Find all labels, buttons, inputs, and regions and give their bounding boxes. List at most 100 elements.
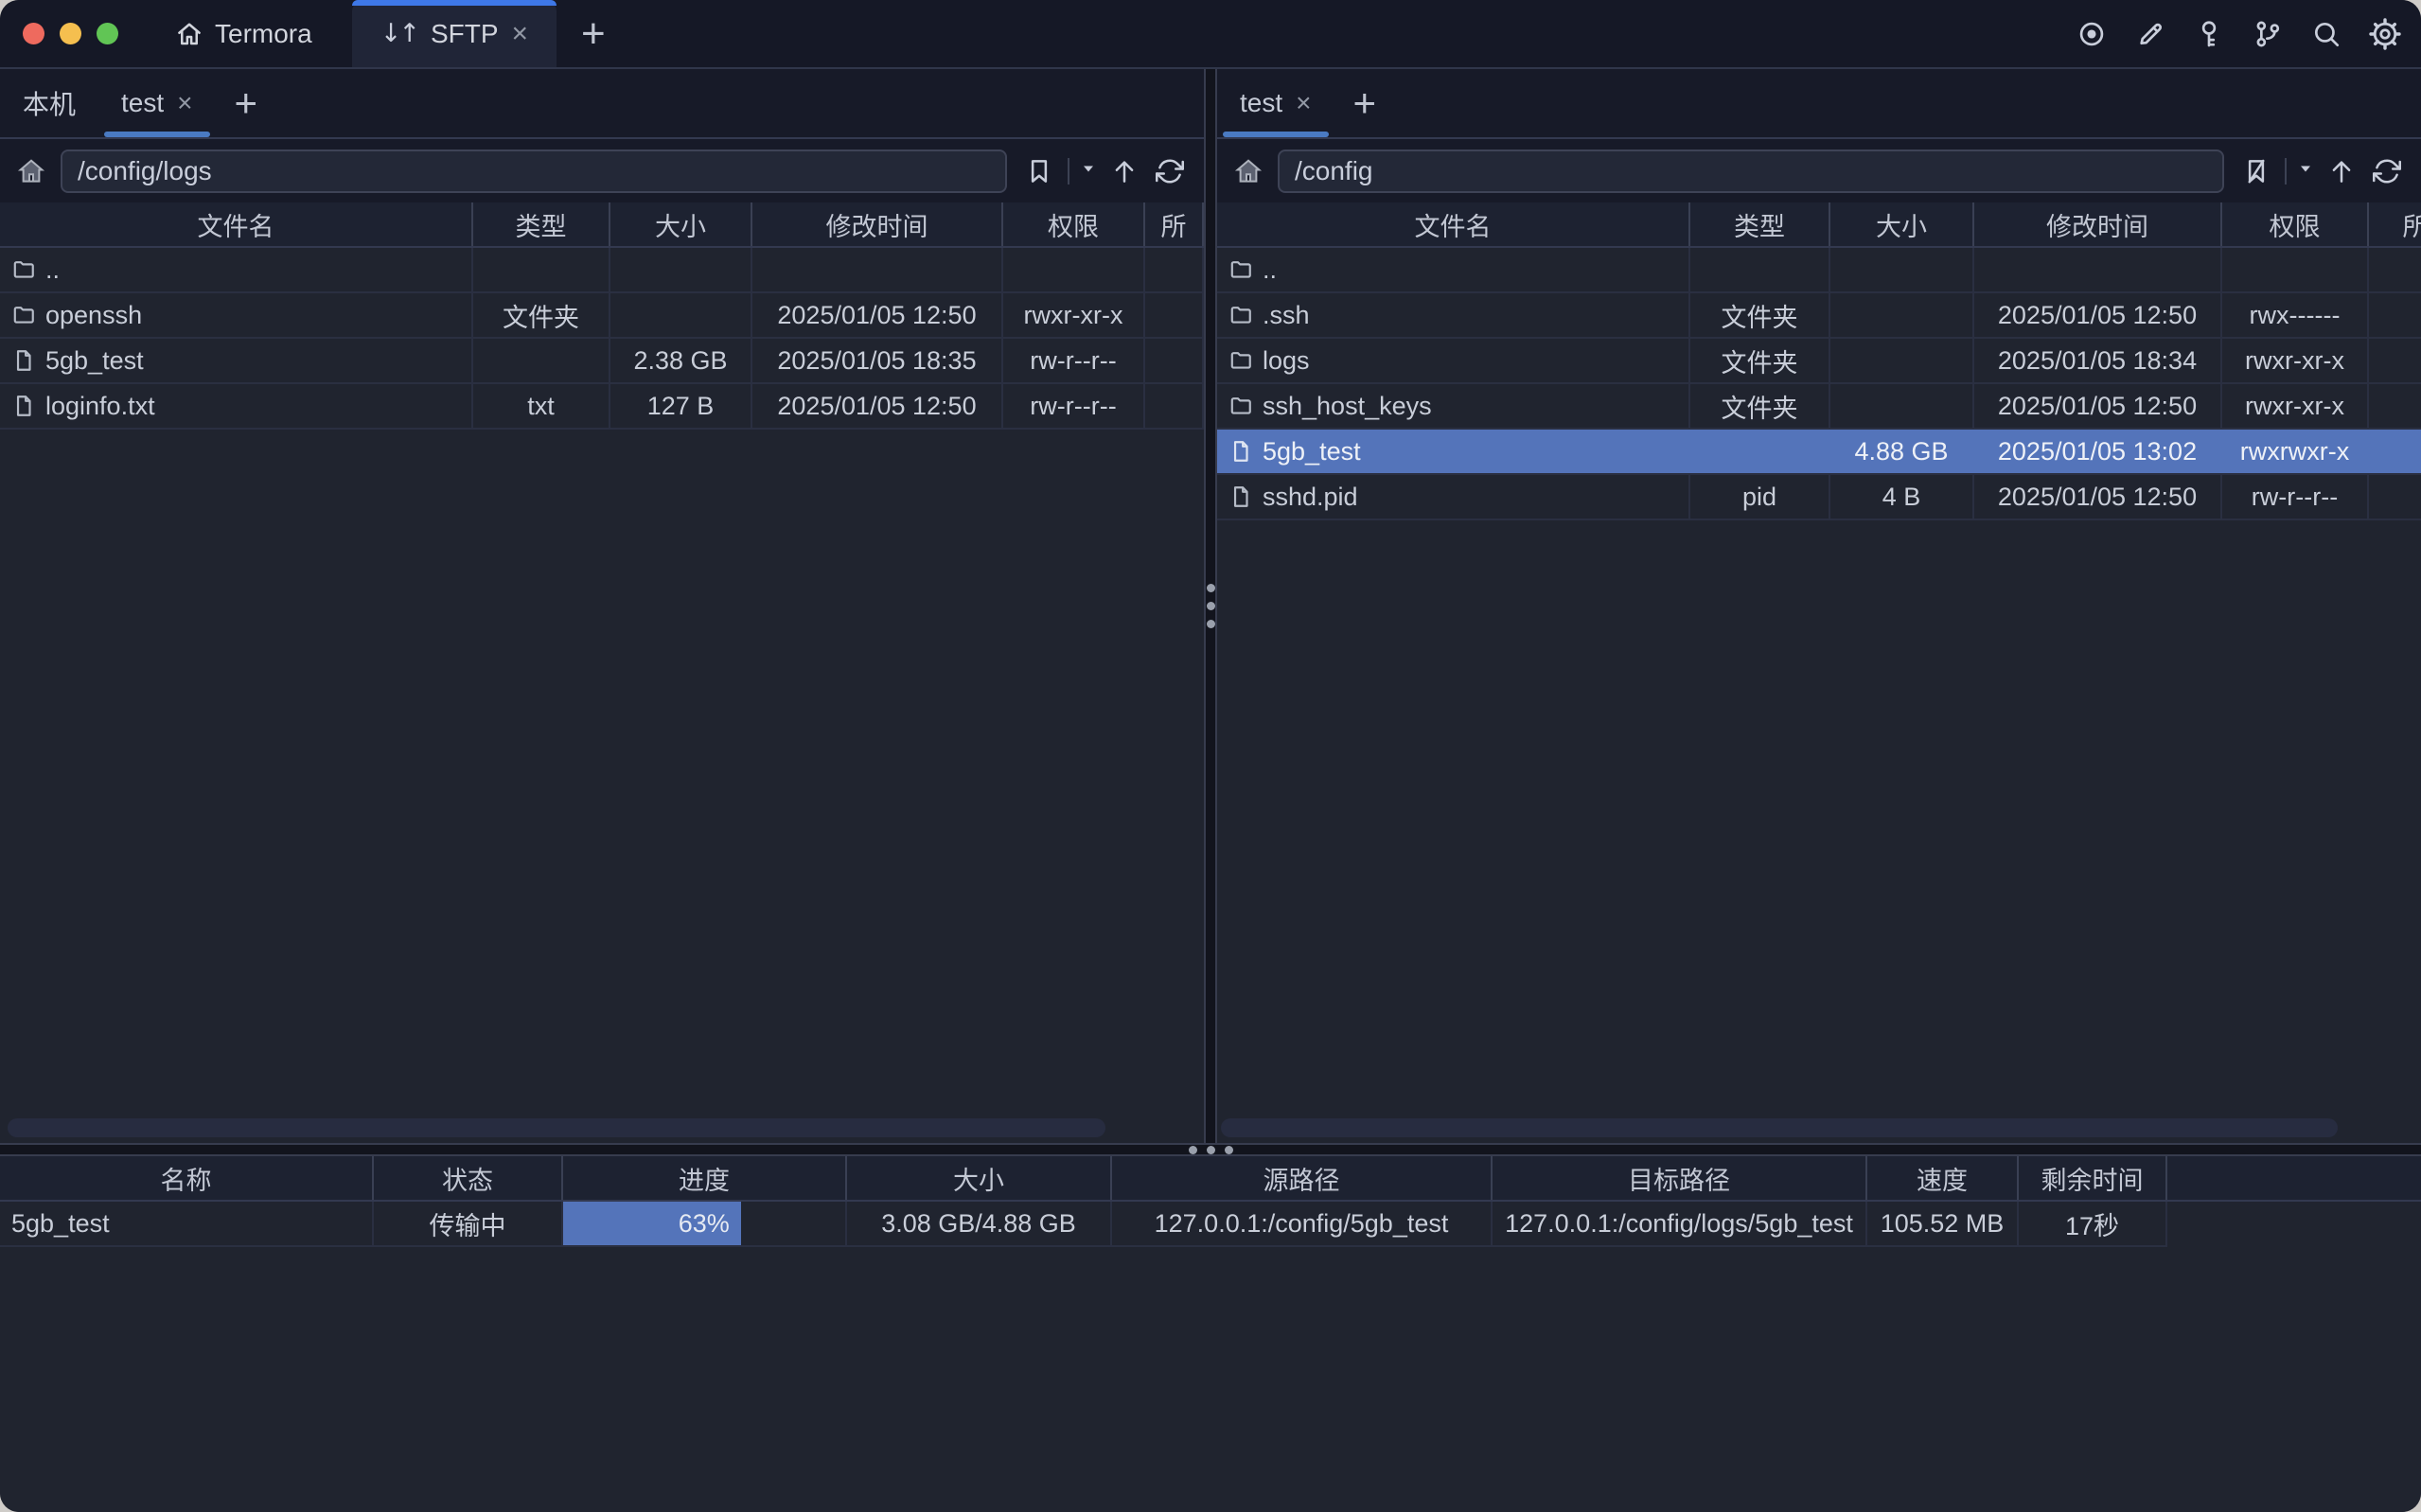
settings-icon[interactable] bbox=[2368, 17, 2402, 51]
search-icon[interactable] bbox=[2309, 17, 2343, 51]
bookmark-icon[interactable] bbox=[1022, 154, 1056, 188]
left-path-input[interactable] bbox=[61, 149, 1007, 193]
key-icon[interactable] bbox=[2192, 17, 2226, 51]
column-header-owner[interactable]: 所 bbox=[2369, 202, 2421, 246]
chevron-down-icon[interactable] bbox=[1081, 161, 1096, 181]
file-type-cell bbox=[1690, 430, 1830, 473]
horizontal-scrollbar[interactable] bbox=[1221, 1118, 2338, 1137]
table-row-selected[interactable]: 5gb_test 4.88 GB 2025/01/05 13:02 rwxrwx… bbox=[1217, 430, 2421, 475]
file-modified-cell: 2025/01/05 12:50 bbox=[752, 384, 1003, 428]
column-header-filler bbox=[2167, 1156, 2421, 1200]
folder-icon bbox=[11, 257, 36, 282]
file-name: .. bbox=[45, 255, 61, 284]
bookmark-remove-icon[interactable] bbox=[2239, 154, 2273, 188]
tab-sftp[interactable]: ↓↑ SFTP × bbox=[351, 0, 557, 67]
table-row[interactable]: sshd.pid pid 4 B 2025/01/05 12:50 rw-r--… bbox=[1217, 475, 2421, 520]
home-icon[interactable] bbox=[17, 157, 45, 185]
sftp-tab-label: SFTP bbox=[430, 18, 499, 48]
column-header-modified[interactable]: 修改时间 bbox=[1974, 202, 2222, 246]
column-header-speed[interactable]: 速度 bbox=[1867, 1156, 2019, 1200]
file-name-cell: .. bbox=[1217, 248, 1690, 291]
tab-termora-home[interactable]: Termora bbox=[143, 0, 345, 67]
panel-splitter-handle[interactable] bbox=[1204, 69, 1217, 1143]
file-perms-cell: rwx------ bbox=[2222, 293, 2369, 337]
zoom-window-button[interactable] bbox=[97, 23, 118, 44]
table-row[interactable]: .ssh 文件夹 2025/01/05 12:50 rwx------ bbox=[1217, 293, 2421, 339]
record-icon[interactable] bbox=[2075, 17, 2109, 51]
left-tab-local[interactable]: 本机 bbox=[0, 69, 98, 137]
column-header-filename[interactable]: 文件名 bbox=[0, 202, 473, 246]
file-name: openssh bbox=[45, 300, 143, 329]
up-directory-icon[interactable] bbox=[2324, 154, 2359, 188]
column-header-owner[interactable]: 所 bbox=[1145, 202, 1204, 246]
table-row[interactable]: openssh 文件夹 2025/01/05 12:50 rwxr-xr-x bbox=[0, 293, 1204, 339]
right-tab-test[interactable]: test × bbox=[1217, 69, 1334, 137]
column-header-modified[interactable]: 修改时间 bbox=[752, 202, 1003, 246]
left-path-buttons bbox=[1022, 154, 1187, 188]
column-header-target[interactable]: 目标路径 bbox=[1493, 1156, 1867, 1200]
close-window-button[interactable] bbox=[23, 23, 44, 44]
titlebar-toolbar bbox=[2075, 0, 2421, 67]
new-tab-button[interactable]: + bbox=[581, 9, 606, 57]
column-header-type[interactable]: 类型 bbox=[473, 202, 610, 246]
column-header-source[interactable]: 源路径 bbox=[1112, 1156, 1493, 1200]
file-perms-cell: rwxr-xr-x bbox=[2222, 384, 2369, 428]
file-size-cell bbox=[610, 248, 752, 291]
chevron-down-icon[interactable] bbox=[2298, 161, 2313, 181]
column-header-size[interactable]: 大小 bbox=[610, 202, 752, 246]
titlebar: Termora ↓↑ SFTP × + bbox=[0, 0, 2421, 69]
column-header-filename[interactable]: 文件名 bbox=[1217, 202, 1690, 246]
table-row[interactable]: .. bbox=[1217, 248, 2421, 293]
table-row[interactable]: ssh_host_keys 文件夹 2025/01/05 12:50 rwxr-… bbox=[1217, 384, 2421, 430]
horizontal-scrollbar[interactable] bbox=[8, 1118, 1105, 1137]
column-header-size[interactable]: 大小 bbox=[1830, 202, 1974, 246]
right-path-bar bbox=[1217, 139, 2421, 202]
column-header-perms[interactable]: 权限 bbox=[1003, 202, 1145, 246]
transfer-table-header: 名称 状态 进度 大小 源路径 目标路径 速度 剩余时间 bbox=[0, 1156, 2421, 1202]
left-panel: 本机 test × + bbox=[0, 69, 1204, 1143]
column-header-progress[interactable]: 进度 bbox=[563, 1156, 847, 1200]
close-tab-icon[interactable]: × bbox=[1296, 88, 1312, 117]
file-type-cell: pid bbox=[1690, 475, 1830, 519]
table-row[interactable]: logs 文件夹 2025/01/05 18:34 rwxr-xr-x bbox=[1217, 339, 2421, 384]
column-header-name[interactable]: 名称 bbox=[0, 1156, 374, 1200]
file-perms-cell: rw-r--r-- bbox=[2222, 475, 2369, 519]
file-owner-cell bbox=[1145, 384, 1204, 428]
table-row[interactable]: loginfo.txt txt 127 B 2025/01/05 12:50 r… bbox=[0, 384, 1204, 430]
file-type-cell: 文件夹 bbox=[1690, 384, 1830, 428]
column-header-size[interactable]: 大小 bbox=[847, 1156, 1112, 1200]
file-name: sshd.pid bbox=[1263, 482, 1358, 511]
column-header-type[interactable]: 类型 bbox=[1690, 202, 1830, 246]
close-tab-icon[interactable]: × bbox=[511, 17, 529, 49]
branch-icon[interactable] bbox=[2251, 17, 2285, 51]
right-new-tab-button[interactable]: + bbox=[1352, 80, 1377, 125]
file-modified-cell: 2025/01/05 13:02 bbox=[1997, 436, 2198, 466]
transfer-splitter-handle[interactable] bbox=[0, 1143, 2421, 1156]
file-owner-cell bbox=[1145, 339, 1204, 382]
edit-icon[interactable] bbox=[2133, 17, 2167, 51]
transfer-row[interactable]: 5gb_test 传输中 63% 3.08 GB/4.88 GB 127.0.0… bbox=[0, 1202, 2421, 1247]
refresh-icon[interactable] bbox=[2370, 154, 2404, 188]
close-tab-icon[interactable]: × bbox=[177, 88, 193, 117]
up-directory-icon[interactable] bbox=[1107, 154, 1141, 188]
file-size-cell bbox=[1830, 384, 1974, 428]
file-icon bbox=[11, 348, 36, 373]
file-owner-cell bbox=[2369, 339, 2421, 382]
app-tab-label: Termora bbox=[215, 18, 312, 48]
column-header-perms[interactable]: 权限 bbox=[2222, 202, 2369, 246]
file-name-cell: 5gb_test bbox=[1217, 430, 1690, 473]
home-icon[interactable] bbox=[1234, 157, 1263, 185]
column-header-remaining[interactable]: 剩余时间 bbox=[2019, 1156, 2167, 1200]
refresh-icon[interactable] bbox=[1153, 154, 1187, 188]
left-tab-test[interactable]: test × bbox=[98, 69, 216, 137]
right-path-input[interactable] bbox=[1278, 149, 2224, 193]
table-row[interactable]: 5gb_test 2.38 GB 2025/01/05 18:35 rw-r--… bbox=[0, 339, 1204, 384]
file-modified-cell bbox=[752, 248, 1003, 291]
column-header-status[interactable]: 状态 bbox=[374, 1156, 563, 1200]
table-row[interactable]: .. bbox=[0, 248, 1204, 293]
file-perms-cell: rwxr-xr-x bbox=[2222, 339, 2369, 382]
file-modified-cell: 2025/01/05 12:50 bbox=[1974, 475, 2222, 519]
left-new-tab-button[interactable]: + bbox=[234, 80, 258, 125]
minimize-window-button[interactable] bbox=[60, 23, 81, 44]
file-name-cell: .ssh bbox=[1217, 293, 1690, 337]
